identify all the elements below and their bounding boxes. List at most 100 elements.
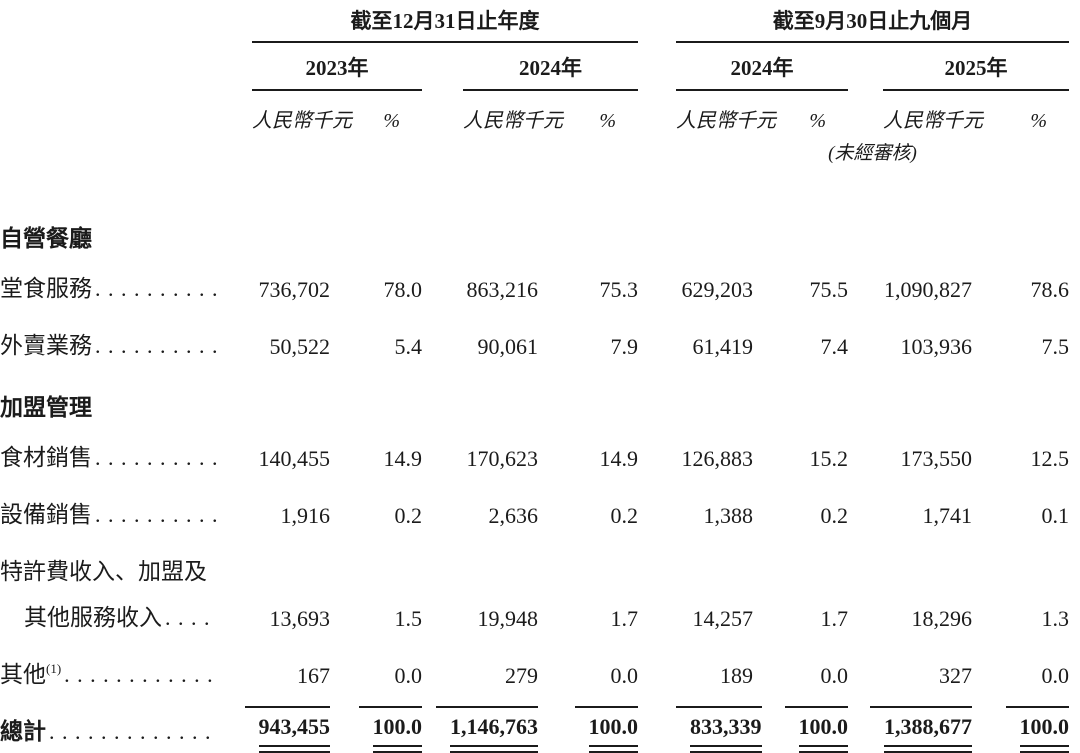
row-label: 食材銷售 <box>0 444 92 470</box>
table-row: 其他(1) 167 0.0 279 0.0 189 0.0 327 0.0 <box>0 643 1069 700</box>
cell-value: 0.0 <box>1041 662 1070 688</box>
double-rule <box>884 744 972 753</box>
unit-header-amount: 人民幣千元 <box>883 109 983 132</box>
period-group-row: 截至12月31日止年度 截至9月30日止九個月 <box>0 0 1069 44</box>
row-label-cell: 食材銷售 <box>0 426 226 483</box>
row-label-cell: 自營餐廳 <box>0 165 226 257</box>
table-row: 堂食服務 736,702 78.0 863,216 75.3 629,203 75.5 1,0… <box>0 257 1069 314</box>
total-value: 100.0 <box>784 705 848 753</box>
row-label: 總計 <box>0 719 46 744</box>
cell-value: 863,216 <box>466 276 539 302</box>
cell-value: 173,550 <box>900 445 973 471</box>
cell-value <box>422 165 538 257</box>
group-gap <box>638 540 676 586</box>
header-spacer <box>0 0 226 43</box>
cell-value <box>848 371 972 426</box>
group-gap <box>638 371 676 426</box>
cell-value: 75.3 <box>599 276 639 302</box>
cell-value <box>538 371 638 426</box>
table-row: 設備銷售 1,916 0.2 2,636 0.2 1,388 0.2 1,741 0.1 <box>0 483 1069 540</box>
dot-leader <box>95 445 218 471</box>
header-spacer <box>226 133 638 165</box>
cell-value <box>972 540 1069 586</box>
cell-value: 7.4 <box>820 333 849 359</box>
cell-value: 90,061 <box>477 333 539 359</box>
row-label-cell: 特許費收入、加盟及 <box>0 540 226 586</box>
unit-header-percent: % <box>599 109 616 132</box>
row-label: 其他服務收入 <box>24 604 162 630</box>
cell-value <box>422 371 538 426</box>
cell-value: 0.2 <box>820 502 849 528</box>
group-gap <box>638 165 676 257</box>
cell-value: 0.0 <box>820 662 849 688</box>
cell-value: 1,916 <box>280 502 331 528</box>
cell-value: 1,388,677 <box>848 700 972 753</box>
footnote-marker: (1) <box>46 660 62 676</box>
row-label: 特許費收入、加盟及 <box>0 558 207 584</box>
header-spacer <box>0 91 226 133</box>
group-gap <box>638 91 676 133</box>
cell-value: 5.4 <box>394 333 423 359</box>
cell-value: 75.5 <box>809 276 849 302</box>
double-rule <box>1019 744 1069 753</box>
cell-value: 140,455 <box>258 445 331 471</box>
unit-header-amount: 人民幣千元 <box>463 109 563 132</box>
financial-table-page: 截至12月31日止年度 截至9月30日止九個月 2023年 2024年 2024… <box>0 0 1080 718</box>
group-gap <box>638 700 676 753</box>
group-gap <box>638 133 676 165</box>
row-label-cell: 堂食服務 <box>0 257 226 314</box>
row-label-cell: 總計 <box>0 700 226 753</box>
cell-value: 100.0 <box>330 700 422 753</box>
cell-value: 833,339 <box>676 700 762 753</box>
cell-value <box>676 540 753 586</box>
row-label: 設備銷售 <box>0 501 92 527</box>
dot-leader <box>49 719 218 745</box>
period-group-nine-months: 截至9月30日止九個月 <box>676 0 1069 44</box>
cell-value: 1,741 <box>922 502 973 528</box>
group-gap <box>638 483 676 540</box>
group-gap <box>638 43 676 90</box>
total-value: 1,146,763 <box>436 705 538 753</box>
cell-value <box>330 371 422 426</box>
cell-value: 14.9 <box>383 445 423 471</box>
cell-value: 736,702 <box>258 276 331 302</box>
cell-value <box>753 540 848 586</box>
row-label: 外賣業務 <box>0 332 92 358</box>
cell-value: 13,693 <box>269 605 331 631</box>
cell-value <box>972 165 1069 257</box>
cell-value: 14.9 <box>599 445 639 471</box>
row-label-cell: 其他服務收入 <box>0 586 226 643</box>
unit-header-row: 人民幣千元 % 人民幣千元 % 人民幣千元 % 人民幣千元 % <box>0 91 1069 133</box>
dot-leader <box>64 662 218 688</box>
cell-value: 14,257 <box>692 605 754 631</box>
row-label-cell: 加盟管理 <box>0 371 226 426</box>
cell-value: 0.0 <box>394 662 423 688</box>
cell-value <box>226 165 330 257</box>
cell-value <box>676 371 753 426</box>
cell-value: 100.0 <box>538 700 638 753</box>
unit-header-amount: 人民幣千元 <box>676 109 776 132</box>
cell-value: 1.7 <box>610 605 639 631</box>
dot-leader <box>165 605 218 631</box>
cell-value: 1.3 <box>1041 605 1070 631</box>
cell-value: 12.5 <box>1030 445 1070 471</box>
cell-value: 78.6 <box>1030 276 1070 302</box>
unit-header-percent: % <box>1030 109 1047 132</box>
group-gap <box>638 257 676 314</box>
double-rule <box>372 744 422 753</box>
table-row: 其他服務收入 13,693 1.5 19,948 1.7 14,257 1.7 18,296 1… <box>0 586 1069 643</box>
cell-value: 15.2 <box>809 445 849 471</box>
row-label-cell: 其他(1) <box>0 643 226 700</box>
table-row: 加盟管理 <box>0 371 1069 426</box>
cell-value: 0.1 <box>1041 502 1070 528</box>
year-header-2023: 2023年 <box>226 43 422 91</box>
cell-value: 100.0 <box>753 700 848 753</box>
double-rule <box>798 744 848 753</box>
dot-leader <box>95 333 218 359</box>
total-value: 833,339 <box>676 705 762 753</box>
cell-value: 279 <box>505 662 538 688</box>
cell-value: 7.9 <box>610 333 639 359</box>
double-rule <box>588 744 638 753</box>
cell-value: 2,636 <box>488 502 539 528</box>
total-value: 100.0 <box>574 705 638 753</box>
